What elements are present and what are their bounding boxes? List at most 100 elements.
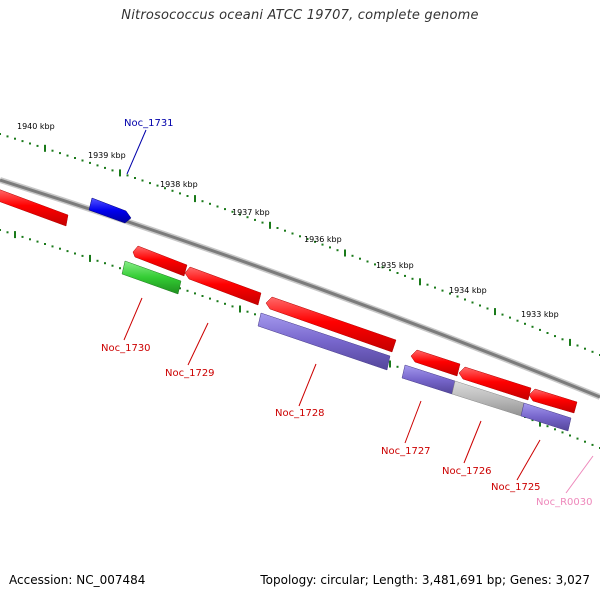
gene-label-noc-1728[interactable]: Noc_1728 [275, 408, 325, 419]
gene-bar-cds-left[interactable] [0, 189, 69, 227]
minor-tick [246, 216, 249, 219]
gene-arrow-cds-b[interactable] [184, 266, 262, 306]
minor-tick [479, 304, 481, 307]
leader-noc-1731 [126, 129, 147, 175]
scale-label: 1933 kbp [521, 310, 559, 319]
gene-label-noc-r0030[interactable]: Noc_R0030 [536, 497, 593, 508]
leader-noc-r0030 [565, 455, 594, 494]
gene-arrow-cds-c[interactable] [265, 296, 397, 353]
minor-tick [584, 440, 586, 443]
minor-tick [441, 289, 444, 292]
leader-noc-1729 [187, 322, 209, 366]
major-tick [239, 305, 241, 313]
minor-tick [21, 140, 24, 143]
major-tick [494, 308, 496, 316]
scale-labels: 1940 kbp 1939 kbp 1938 kbp 1937 kbp 1936… [17, 122, 559, 319]
minor-tick [584, 347, 586, 350]
minor-tick [456, 295, 459, 298]
minor-tick [359, 257, 361, 260]
gene-label-noc-1726[interactable]: Noc_1726 [442, 466, 492, 477]
gene-label-noc-1727[interactable]: Noc_1727 [381, 446, 431, 457]
gene-label-noc-1729[interactable]: Noc_1729 [165, 368, 215, 379]
minor-tick [14, 137, 16, 140]
minor-tick [381, 266, 384, 269]
scale-label: 1939 kbp [88, 151, 126, 160]
minor-tick [141, 179, 144, 182]
scale-label: 1940 kbp [17, 122, 55, 131]
scale-label: 1934 kbp [449, 286, 487, 295]
genome-summary: Topology: circular; Length: 3,481,691 bp… [260, 573, 590, 587]
minor-tick [449, 292, 451, 295]
gene-label-noc-1725[interactable]: Noc_1725 [491, 482, 541, 493]
gene-arrow-cds-e[interactable] [458, 366, 532, 401]
accession-label: Accession: NC_007484 [9, 573, 146, 587]
minor-tick [531, 419, 534, 422]
minor-tick [561, 431, 564, 434]
minor-tick [389, 269, 391, 272]
minor-tick [509, 316, 511, 319]
minor-tick [254, 218, 256, 221]
leader-noc-1726 [463, 420, 482, 464]
minor-tick [299, 235, 301, 238]
minor-tick [201, 200, 204, 203]
minor-tick [156, 184, 159, 187]
minor-tick [6, 231, 9, 234]
leader-noc-1728 [298, 363, 317, 407]
minor-tick [434, 286, 436, 289]
minor-tick [66, 154, 69, 157]
minor-tick [224, 208, 226, 211]
minor-tick [464, 298, 466, 301]
scale-label: 1935 kbp [376, 261, 414, 270]
minor-tick [194, 292, 196, 295]
genome-backbone [0, 177, 600, 400]
minor-tick [576, 437, 579, 440]
gene-bar-cog-noc-1725[interactable] [520, 402, 572, 432]
minor-tick [29, 142, 31, 145]
minor-tick [554, 428, 556, 431]
major-tick [419, 278, 421, 286]
scale-label: 1937 kbp [232, 208, 270, 217]
gene-arrow-cds-a[interactable] [132, 245, 188, 277]
gene-arrow-cds-d[interactable] [410, 349, 461, 377]
minor-tick [36, 144, 39, 147]
gene-bar-cog-noc-1728[interactable] [257, 312, 391, 371]
minor-tick [539, 328, 541, 331]
gene-arrow-noc-1731[interactable] [88, 197, 132, 224]
minor-tick [501, 313, 504, 316]
scale-label: 1938 kbp [160, 180, 198, 189]
minor-tick [66, 250, 69, 253]
label-leaders [123, 129, 594, 494]
minor-tick [216, 205, 219, 208]
gene-label-noc-1730[interactable]: Noc_1730 [101, 343, 151, 354]
minor-tick [276, 227, 279, 229]
minor-tick [96, 164, 99, 167]
gene-bar-rna-noc-1730[interactable] [121, 260, 182, 295]
major-tick [269, 221, 271, 229]
minor-tick [81, 159, 84, 162]
minor-tick [149, 182, 151, 185]
minor-tick [126, 174, 129, 177]
leader-noc-1727 [404, 400, 422, 444]
minor-tick [186, 195, 189, 197]
minor-tick [336, 249, 339, 252]
gene-label-noc-1731[interactable]: Noc_1731 [124, 118, 174, 129]
minor-tick [246, 310, 249, 313]
minor-tick [201, 295, 204, 297]
major-tick [14, 231, 16, 239]
minor-tick [231, 210, 234, 213]
minor-tick [351, 254, 354, 257]
minor-tick [239, 213, 241, 216]
minor-tick [374, 263, 376, 266]
minor-tick [554, 335, 556, 338]
minor-tick [486, 307, 489, 310]
minor-tick [96, 259, 99, 262]
minor-tick [21, 235, 24, 238]
gene-arrow-cds-f[interactable] [528, 388, 578, 414]
minor-tick [104, 262, 106, 265]
minor-tick [81, 254, 84, 257]
minor-tick [261, 221, 264, 224]
minor-tick [0, 133, 1, 135]
minor-tick [471, 301, 474, 304]
minor-tick [179, 192, 181, 195]
